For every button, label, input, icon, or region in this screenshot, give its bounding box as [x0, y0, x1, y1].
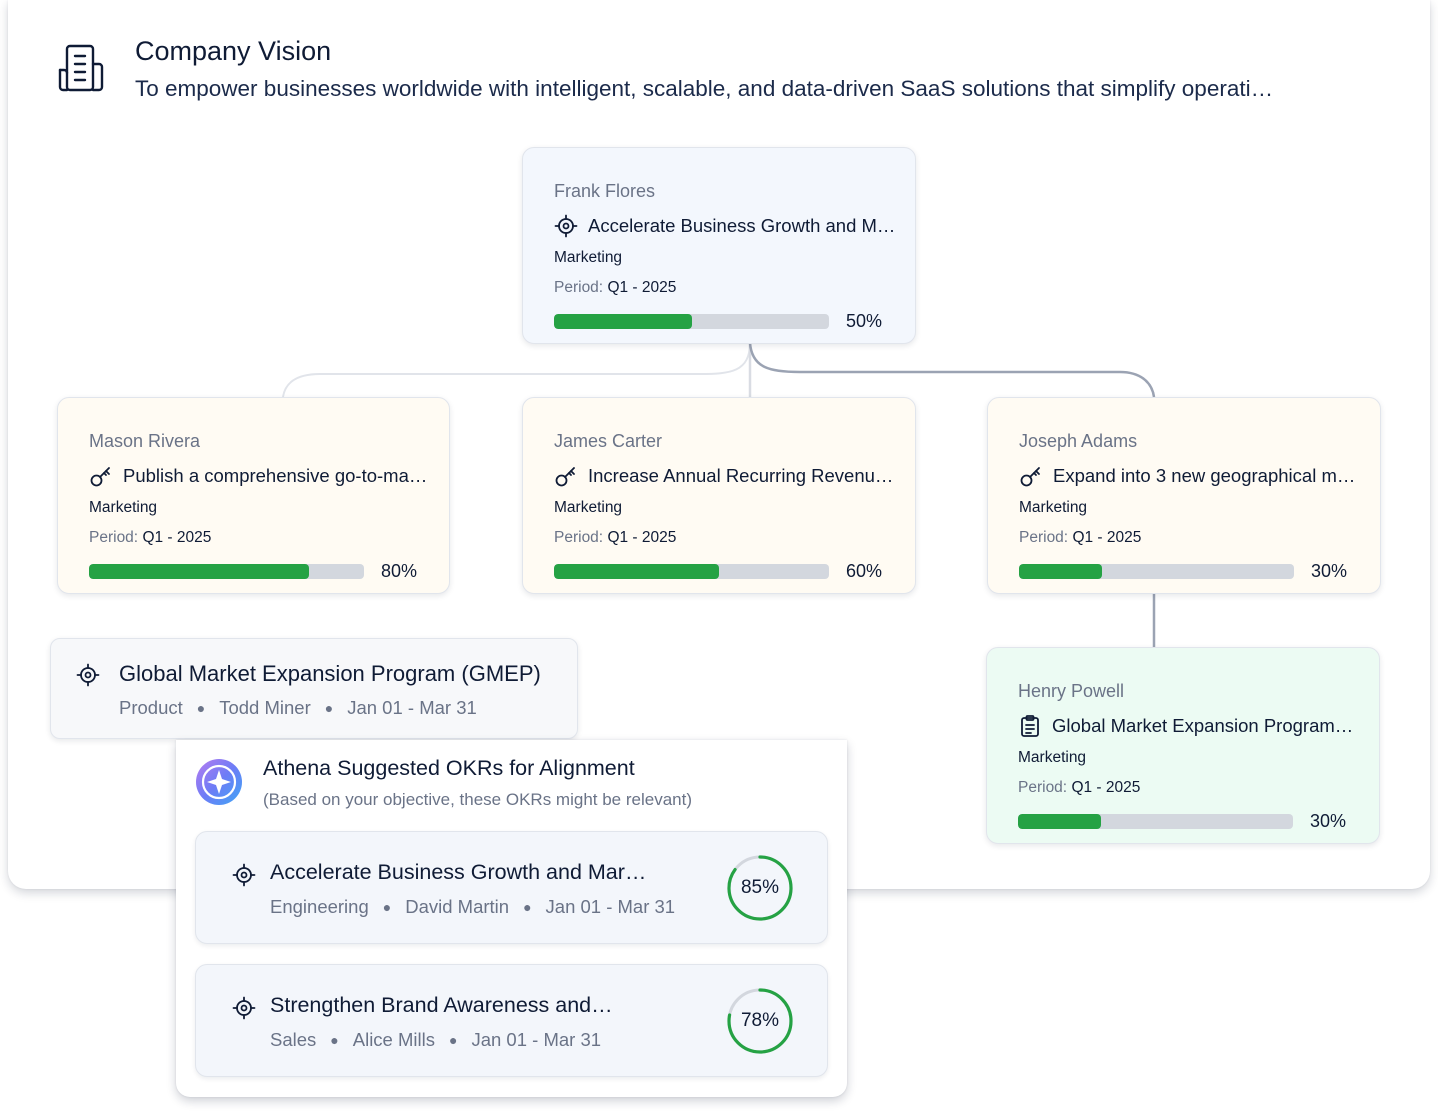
match-score-arc — [727, 988, 793, 1054]
okr-department: Marketing — [1019, 499, 1088, 516]
progress-percent: 30% — [1311, 561, 1348, 581]
child-okr-card[interactable]: Joseph Adams Expand into 3 new geographi… — [987, 397, 1381, 594]
separator-dot: ● — [324, 700, 334, 716]
suggested-okr-title[interactable]: Strengthen Brand Awareness and… — [270, 993, 613, 1017]
okr-department: Marketing — [1018, 749, 1087, 766]
okr-department: Marketing — [554, 499, 623, 516]
vision-title: Company Vision — [135, 36, 332, 66]
progress-percent: 80% — [381, 561, 418, 581]
okr-period-value: Q1 - 2025 — [1071, 779, 1141, 796]
grandchild-okr-card[interactable]: Henry Powell Global Market Expansion Pro… — [986, 647, 1380, 844]
key-icon — [90, 467, 110, 487]
match-score-ring — [727, 988, 793, 1054]
suggested-okr-department: Sales — [270, 1029, 317, 1050]
okr-title[interactable]: Global Market Expansion Program… — [1052, 715, 1354, 736]
match-score-label: 85% — [740, 877, 780, 898]
okr-owner: Mason Rivera — [89, 431, 201, 451]
okr-owner: Frank Flores — [554, 181, 656, 201]
progress-percent: 30% — [1310, 811, 1347, 831]
suggested-okr-owner: David Martin — [405, 896, 510, 917]
progress-percent: 50% — [846, 311, 883, 331]
suggested-okr-department: Engineering — [270, 896, 369, 917]
okr-owner: James Carter — [554, 431, 663, 451]
okr-period: Period: Q1 - 2025 — [1019, 529, 1142, 546]
objective-dates: Jan 01 - Mar 31 — [347, 697, 477, 718]
progress-fill — [89, 564, 309, 579]
objective-title[interactable]: Global Market Expansion Program (GMEP) — [119, 661, 541, 686]
okr-period-value: Q1 - 2025 — [1072, 529, 1142, 546]
okr-period-value: Q1 - 2025 — [142, 529, 212, 546]
child-okr-card[interactable]: Mason Rivera Publish a comprehensive go-… — [57, 397, 450, 594]
suggested-okr-dates: Jan 01 - Mar 31 — [545, 896, 676, 917]
okr-title[interactable]: Publish a comprehensive go-to-ma… — [123, 465, 428, 486]
okr-title[interactable]: Expand into 3 new geographical m… — [1053, 465, 1356, 486]
okr-period: Period: Q1 - 2025 — [554, 279, 677, 296]
suggested-okr-card[interactable]: Strengthen Brand Awareness and… Sales ● … — [195, 964, 828, 1077]
okr-department: Marketing — [554, 249, 623, 266]
match-score-arc — [727, 855, 793, 921]
objective-meta: Product ● Todd Miner ● Jan 01 - Mar 31 — [119, 697, 477, 719]
suggested-okr-title[interactable]: Accelerate Business Growth and Mar… — [270, 860, 647, 884]
vision-statement: To empower businesses worldwide with int… — [135, 76, 1274, 101]
separator-dot: ● — [448, 1032, 458, 1048]
okr-owner: Henry Powell — [1018, 681, 1125, 701]
progress-bar — [1018, 814, 1293, 829]
child-okr-card[interactable]: James Carter Increase Annual Recurring R… — [522, 397, 916, 594]
separator-dot: ● — [196, 700, 206, 716]
suggested-okr-card[interactable]: Accelerate Business Growth and Mar… Engi… — [195, 831, 828, 944]
okr-period-value: Q1 - 2025 — [607, 529, 677, 546]
progress-fill — [1019, 564, 1102, 579]
suggested-okr-owner: Alice Mills — [352, 1029, 435, 1050]
objective-department: Product — [119, 697, 183, 718]
separator-dot: ● — [330, 1032, 339, 1048]
okr-title[interactable]: Increase Annual Recurring Revenu… — [588, 465, 894, 486]
athena-title: Athena Suggested OKRs for Alignment — [263, 756, 635, 780]
progress-fill — [1018, 814, 1101, 829]
separator-dot: ● — [382, 899, 392, 915]
okr-title[interactable]: Accelerate Business Growth and M… — [588, 215, 896, 236]
okr-period: Period: Q1 - 2025 — [89, 529, 212, 546]
target-icon — [76, 663, 100, 687]
match-score-label: 78% — [740, 1010, 780, 1031]
athena-subtitle: (Based on your objective, these OKRs mig… — [263, 790, 692, 809]
suggested-okr-meta: Engineering ● David Martin ● Jan 01 - Ma… — [270, 896, 675, 918]
athena-compass-logo — [196, 759, 242, 805]
progress-fill — [554, 314, 692, 329]
progress-bar — [1019, 564, 1294, 579]
progress-percent: 60% — [846, 561, 883, 581]
okr-period: Period: Q1 - 2025 — [1018, 779, 1141, 796]
target-icon — [232, 863, 256, 887]
suggested-okr-dates: Jan 01 - Mar 31 — [471, 1029, 602, 1050]
progress-bar — [554, 564, 829, 579]
progress-bar — [554, 314, 829, 329]
separator-dot: ● — [523, 899, 532, 915]
clipboard-icon — [1021, 715, 1039, 737]
okr-department: Marketing — [89, 499, 158, 516]
progress-fill — [554, 564, 719, 579]
okr-period-value: Q1 - 2025 — [607, 279, 677, 296]
progress-bar — [89, 564, 364, 579]
suggested-okr-meta: Sales ● Alice Mills ● Jan 01 - Mar 31 — [270, 1029, 601, 1051]
key-icon — [1020, 467, 1040, 487]
building-icon — [58, 44, 104, 92]
key-icon — [555, 467, 575, 487]
okr-owner: Joseph Adams — [1019, 431, 1138, 451]
athena-suggestions-panel: Athena Suggested OKRs for Alignment (Bas… — [176, 740, 847, 1097]
target-icon — [554, 214, 578, 238]
okr-period: Period: Q1 - 2025 — [554, 529, 677, 546]
objective-owner: Todd Miner — [219, 697, 311, 718]
target-icon — [232, 996, 256, 1020]
selected-objective-card[interactable]: Global Market Expansion Program (GMEP) P… — [50, 638, 578, 739]
root-okr-card[interactable]: Frank Flores Accelerate Business Growth … — [522, 147, 916, 344]
match-score-ring — [727, 855, 793, 921]
